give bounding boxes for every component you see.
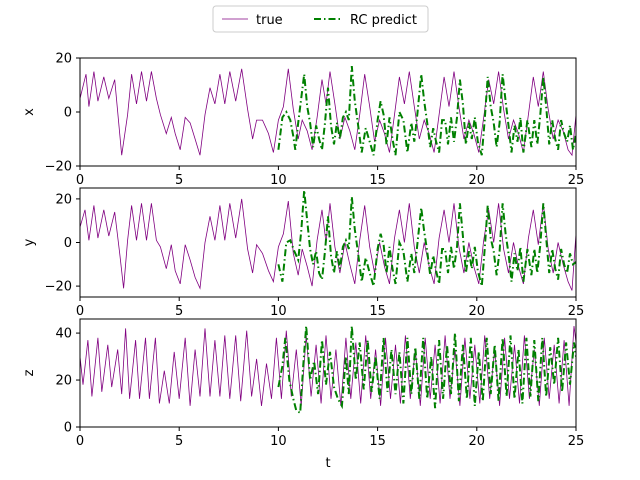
y-axis-label: z — [22, 369, 37, 376]
y-tick-label: 20 — [55, 192, 72, 207]
y-tick-label: 20 — [55, 374, 72, 389]
x-tick-label: 0 — [76, 304, 84, 319]
rc-predict-series-line-z — [277, 325, 576, 415]
x-tick-label: 0 — [76, 173, 84, 188]
x-tick-label: 15 — [369, 173, 386, 188]
x-tick-label: 10 — [270, 173, 287, 188]
panel-z: 0 5 10 15 20 25 0 20 40 z — [22, 318, 585, 449]
x-tick-label: 5 — [175, 173, 183, 188]
rc-predict-series-line-y — [277, 190, 576, 287]
x-tick-label: 10 — [270, 304, 287, 319]
y-tick-label: −20 — [45, 280, 72, 295]
y-axis-label: x — [22, 108, 37, 116]
x-tick-label: 5 — [175, 304, 183, 319]
legend: true RC predict — [212, 5, 429, 33]
y-tick-label: 0 — [64, 106, 72, 121]
x-axis-label: t — [325, 456, 330, 471]
panel-x: 0 5 10 15 20 25 −20 0 20 x — [22, 52, 584, 189]
x-tick-label: 20 — [469, 434, 486, 449]
x-tick-label: 25 — [568, 304, 585, 319]
x-tick-label: 0 — [76, 434, 84, 449]
x-tick-label: 25 — [568, 173, 585, 188]
x-tick-label: 10 — [270, 434, 287, 449]
true-series-line-x — [80, 68, 576, 157]
x-tick-label: 15 — [369, 434, 386, 449]
y-tick-label: 40 — [55, 327, 72, 342]
plot-frame-z — [79, 318, 577, 428]
y-tick-label: 0 — [64, 236, 72, 251]
rc-predict-series-line-x — [277, 66, 576, 156]
plot-frame-x — [79, 57, 577, 167]
x-tick-label: 15 — [369, 304, 386, 319]
chart-panels: 0 5 10 15 20 25 −20 0 20 x 0 5 10 15 20 25 −20 0 20 y 0 5 10 15… — [22, 52, 584, 450]
panel-y: 0 5 10 15 20 25 −20 0 20 y — [22, 187, 585, 319]
x-tick-label: 5 — [175, 434, 183, 449]
y-tick-label: 0 — [64, 421, 72, 436]
y-axis-label: y — [22, 238, 37, 246]
legend-label-rc-predict: RC predict — [350, 13, 417, 28]
y-tick-label: −20 — [45, 160, 72, 175]
x-tick-label: 20 — [469, 173, 486, 188]
x-tick-label: 20 — [469, 304, 486, 319]
x-tick-label: 25 — [568, 434, 585, 449]
y-tick-label: 20 — [55, 52, 72, 67]
legend-label-true: true — [256, 13, 283, 28]
